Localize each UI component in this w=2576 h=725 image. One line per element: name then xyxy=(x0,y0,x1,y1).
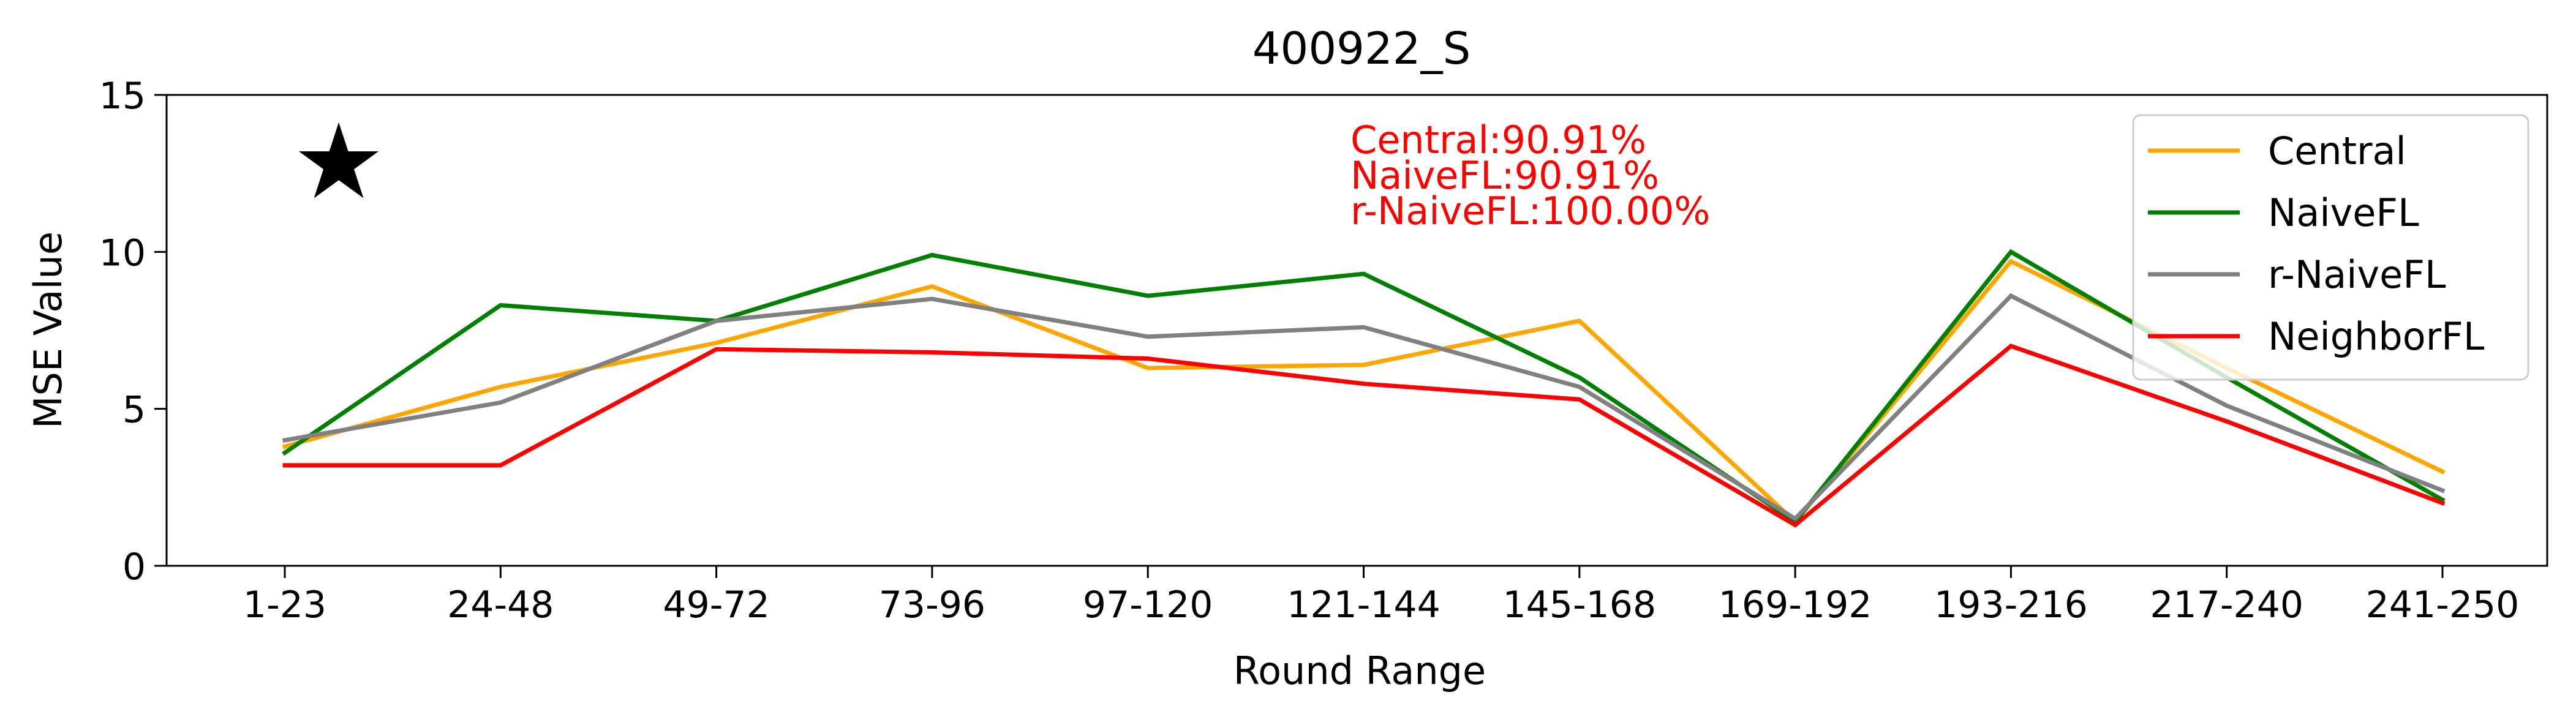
x-tick-label: 217-240 xyxy=(2150,584,2303,626)
chart-title: 400922_S xyxy=(1252,23,1471,74)
legend-frame xyxy=(2132,114,2529,381)
x-axis: 1-23 24-48 49-72 73-96 97-120 121-144 145-168 1… xyxy=(243,566,2519,626)
y-axis: 0 5 10 15 xyxy=(99,75,167,588)
series-line-naivefl xyxy=(282,249,2446,525)
x-tick-label: 193-216 xyxy=(1934,584,2088,626)
series-line-r-naivefl xyxy=(282,293,2446,522)
legend-label: NeighborFL xyxy=(2268,314,2485,359)
accuracy-annotation: Central:90.91% xyxy=(1350,118,1646,162)
series-layer xyxy=(282,249,2446,528)
accuracy-annotation: r-NaiveFL:100.00% xyxy=(1350,189,1710,233)
x-tick-label: 24-48 xyxy=(447,584,554,626)
x-tick-label: 145-168 xyxy=(1502,584,1656,626)
y-tick-label: 0 xyxy=(122,546,146,588)
star-marker-icon: ★ xyxy=(292,102,385,223)
series-line-neighborfl xyxy=(282,344,2446,528)
legend-label: NaiveFL xyxy=(2268,190,2419,235)
y-axis-label: MSE Value xyxy=(26,231,70,429)
y-tick-label: 15 xyxy=(99,75,146,118)
x-tick-label: 241-250 xyxy=(2366,584,2520,626)
plot-area xyxy=(165,94,2548,567)
x-tick-label: 97-120 xyxy=(1083,584,1213,626)
x-tick-label: 73-96 xyxy=(879,584,985,626)
annotation-layer: Central:90.91%NaiveFL:90.91%r-NaiveFL:10… xyxy=(292,102,1710,233)
x-axis-label: Round Range xyxy=(1233,648,1486,693)
x-tick-label: 169-192 xyxy=(1719,584,1872,626)
legend-label: r-NaiveFL xyxy=(2268,252,2446,297)
legend-label: Central xyxy=(2268,129,2406,173)
x-tick-label: 1-23 xyxy=(243,584,326,626)
legend: Central NaiveFL r-NaiveFL NeighborFL xyxy=(2132,114,2529,381)
y-tick-label: 10 xyxy=(99,231,146,274)
accuracy-annotation: NaiveFL:90.91% xyxy=(1350,153,1659,198)
y-tick-label: 5 xyxy=(122,389,146,432)
x-tick-label: 121-144 xyxy=(1287,584,1441,626)
x-tick-label: 49-72 xyxy=(663,584,769,626)
series-line-central xyxy=(282,258,2446,525)
